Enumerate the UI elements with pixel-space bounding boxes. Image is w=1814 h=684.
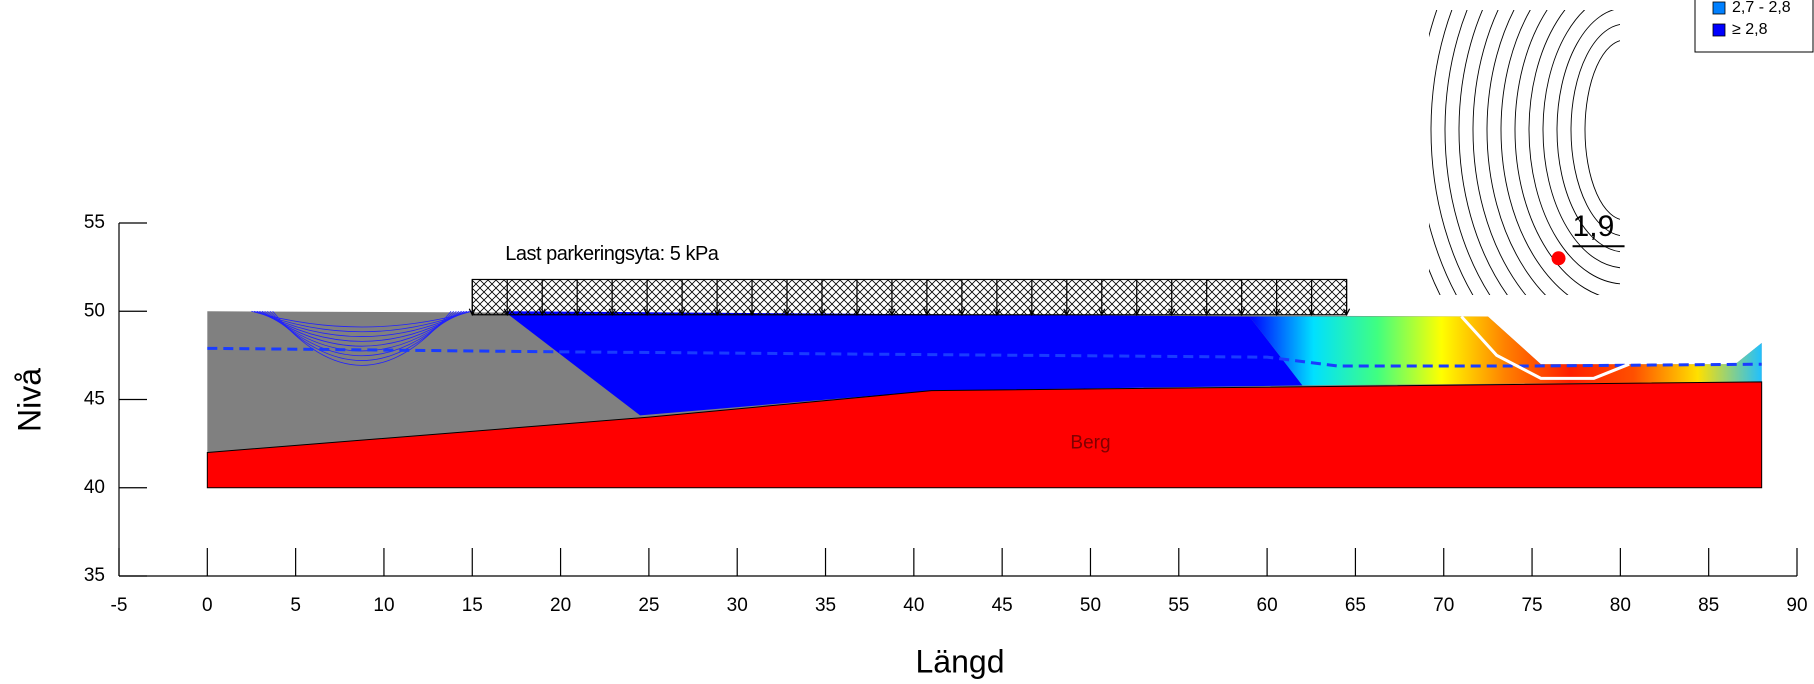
x-tick-label: 25 bbox=[638, 595, 659, 616]
plot-area: 35 40 45 50 55 -5 0 5 10 15 20 25 30 35 40 45 50 55 60 65 70… bbox=[84, 212, 1808, 616]
y-tick-label: 45 bbox=[84, 389, 105, 410]
contour-line bbox=[1585, 40, 1665, 220]
x-tick-label: 75 bbox=[1521, 595, 1542, 616]
y-tick-label: 55 bbox=[84, 212, 105, 233]
x-tick-label: 5 bbox=[290, 595, 301, 616]
x-tick-label: 45 bbox=[992, 595, 1013, 616]
contour-line bbox=[1529, 0, 1721, 284]
material-label: Berg bbox=[1070, 433, 1110, 454]
factor-of-safety-label: 1,9 bbox=[1573, 210, 1615, 243]
x-tick-label: 60 bbox=[1257, 595, 1278, 616]
x-tick-label: -5 bbox=[111, 595, 128, 616]
y-tick-label: 35 bbox=[84, 565, 105, 586]
legend-swatch bbox=[1713, 24, 1725, 36]
legend-label: ≥ 2,8 bbox=[1732, 21, 1768, 38]
section bbox=[207, 311, 1761, 488]
x-tick-label: 30 bbox=[727, 595, 748, 616]
x-tick-label: 0 bbox=[202, 595, 213, 616]
x-tick-label: 90 bbox=[1786, 595, 1807, 616]
contour-line bbox=[1571, 24, 1679, 236]
surface-load bbox=[472, 279, 1346, 314]
slip-center bbox=[1552, 251, 1566, 265]
contour-line bbox=[1543, 0, 1707, 268]
x-axis-label: Längd bbox=[916, 643, 1005, 679]
legend-swatch bbox=[1713, 2, 1725, 14]
x-tick-label: 85 bbox=[1698, 595, 1719, 616]
x-tick-label: 20 bbox=[550, 595, 571, 616]
x-tick-label: 40 bbox=[903, 595, 924, 616]
x-tick-label: 35 bbox=[815, 595, 836, 616]
chart: 35 40 45 50 55 -5 0 5 10 15 20 25 30 35 40 45 50 55 60 65 70… bbox=[0, 0, 1814, 684]
x-tick-label: 70 bbox=[1433, 595, 1454, 616]
x-tick-label: 50 bbox=[1080, 595, 1101, 616]
x-tick-label: 10 bbox=[373, 595, 394, 616]
x-tick-label: 65 bbox=[1345, 595, 1366, 616]
factor-of-safety-field bbox=[1249, 317, 1761, 386]
contour-line bbox=[1459, 0, 1791, 364]
y-tick-label: 50 bbox=[84, 300, 105, 321]
x-tick-label: 15 bbox=[462, 595, 483, 616]
load-label: Last parkeringsyta: 5 kPa bbox=[505, 243, 720, 265]
contour-line bbox=[1445, 0, 1805, 380]
legend-label: 2,7 - 2,8 bbox=[1732, 0, 1791, 16]
y-axis-label: Nivå bbox=[11, 368, 47, 432]
y-tick-label: 40 bbox=[84, 477, 105, 498]
x-tick-label: 55 bbox=[1168, 595, 1189, 616]
x-tick-label: 80 bbox=[1610, 595, 1631, 616]
